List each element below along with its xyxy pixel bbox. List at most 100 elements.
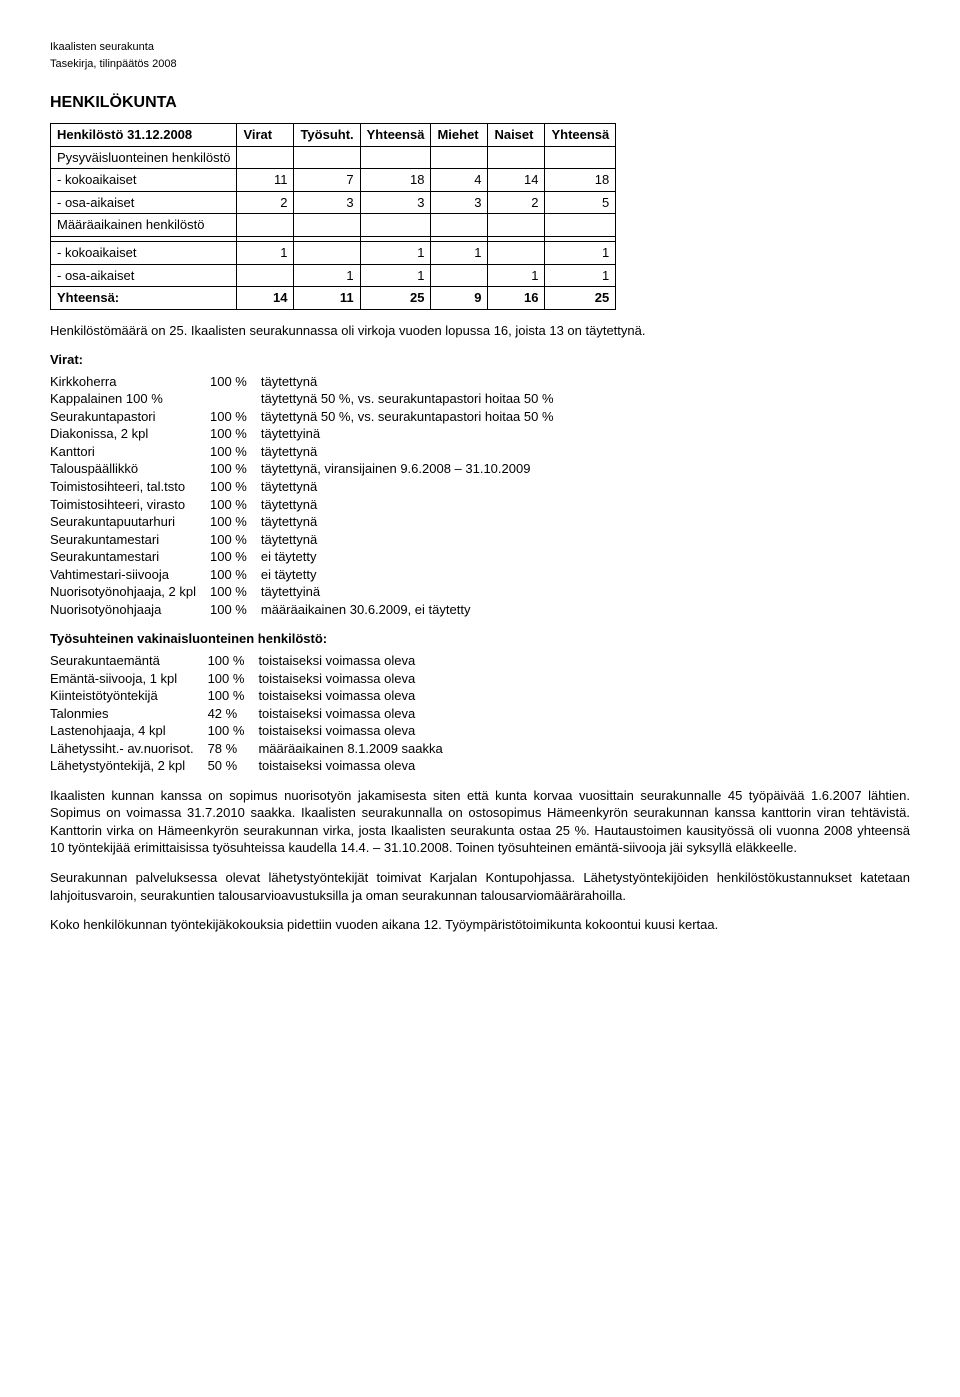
- cell: 18: [360, 169, 431, 192]
- staff-table-header: Naiset: [488, 124, 545, 147]
- percent: 100 %: [210, 478, 261, 496]
- paragraph-1: Ikaalisten kunnan kanssa on sopimus nuor…: [50, 787, 910, 857]
- percent: 100 %: [210, 408, 261, 426]
- cell: 14: [237, 287, 294, 310]
- role-name: Kirkkoherra: [50, 373, 210, 391]
- staff-table-header: Miehet: [431, 124, 488, 147]
- list-row: Toimistosihteeri, virasto100 %täytettynä: [50, 496, 568, 514]
- percent: 100 %: [210, 531, 261, 549]
- role-name: Vahtimestari-siivooja: [50, 566, 210, 584]
- percent: 100 %: [210, 425, 261, 443]
- list-row: Kanttori100 %täytettynä: [50, 443, 568, 461]
- status: täytettynä: [261, 513, 568, 531]
- role-name: Seurakuntaemäntä: [50, 652, 208, 670]
- percent: 100 %: [208, 687, 259, 705]
- table-row: Yhteensä:14112591625: [51, 287, 616, 310]
- list-row: Nuorisotyönohjaaja, 2 kpl100 %täytettyin…: [50, 583, 568, 601]
- row-label: - kokoaikaiset: [51, 242, 237, 265]
- role-name: Toimistosihteeri, virasto: [50, 496, 210, 514]
- cell: 25: [360, 287, 431, 310]
- percent: 78 %: [208, 740, 259, 758]
- cell: [431, 264, 488, 287]
- role-name: Toimistosihteeri, tal.tsto: [50, 478, 210, 496]
- cell: [545, 146, 616, 169]
- cell: 11: [294, 287, 360, 310]
- list-row: Lastenohjaaja, 4 kpl100 %toistaiseksi vo…: [50, 722, 457, 740]
- percent: 100 %: [208, 722, 259, 740]
- role-name: Kappalainen 100 %: [50, 390, 210, 408]
- cell: [488, 242, 545, 265]
- status: täytettynä: [261, 478, 568, 496]
- status: täytettyinä: [261, 583, 568, 601]
- list-row: Talouspäällikkö100 %täytettynä, viransij…: [50, 460, 568, 478]
- percent: 100 %: [210, 373, 261, 391]
- cell: 7: [294, 169, 360, 192]
- cell: [237, 146, 294, 169]
- percent: 100 %: [210, 460, 261, 478]
- percent: [210, 390, 261, 408]
- cell: [360, 214, 431, 237]
- list-row: Seurakuntamestari100 %täytettynä: [50, 531, 568, 549]
- cell: [545, 214, 616, 237]
- list-row: Nuorisotyönohjaaja100 %määräaikainen 30.…: [50, 601, 568, 619]
- role-name: Lähetystyöntekijä, 2 kpl: [50, 757, 208, 775]
- list-row: Toimistosihteeri, tal.tsto100 %täytettyn…: [50, 478, 568, 496]
- role-name: Lähetyssiht.- av.nuorisot.: [50, 740, 208, 758]
- cell: [294, 214, 360, 237]
- staff-table-header: Yhteensä: [360, 124, 431, 147]
- status: toistaiseksi voimassa oleva: [258, 652, 456, 670]
- role-name: Nuorisotyönohjaaja: [50, 601, 210, 619]
- percent: 100 %: [210, 548, 261, 566]
- table-row: Määräaikainen henkilöstö: [51, 214, 616, 237]
- status: ei täytetty: [261, 566, 568, 584]
- list-row: Kirkkoherra100 %täytettynä: [50, 373, 568, 391]
- role-name: Kanttori: [50, 443, 210, 461]
- status: täytettynä: [261, 443, 568, 461]
- paragraph-3: Koko henkilökunnan työntekijäkokouksia p…: [50, 916, 910, 934]
- virat-heading: Virat:: [50, 351, 910, 369]
- paragraph-2: Seurakunnan palveluksessa olevat lähetys…: [50, 869, 910, 904]
- list-row: Seurakuntaemäntä100 %toistaiseksi voimas…: [50, 652, 457, 670]
- cell: 5: [545, 191, 616, 214]
- cell: 1: [545, 242, 616, 265]
- role-name: Talouspäällikkö: [50, 460, 210, 478]
- status: täytettyinä: [261, 425, 568, 443]
- percent: 100 %: [210, 601, 261, 619]
- list-row: Seurakuntamestari100 %ei täytetty: [50, 548, 568, 566]
- row-label: - kokoaikaiset: [51, 169, 237, 192]
- role-name: Emäntä-siivooja, 1 kpl: [50, 670, 208, 688]
- cell: 1: [237, 242, 294, 265]
- doc-header-line2: Tasekirja, tilinpäätös 2008: [50, 57, 910, 72]
- cell: 3: [294, 191, 360, 214]
- status: täytettynä 50 %, vs. seurakuntapastori h…: [261, 408, 568, 426]
- staff-table: Henkilöstö 31.12.2008ViratTyösuht.Yhteen…: [50, 123, 616, 309]
- staff-table-header: Virat: [237, 124, 294, 147]
- status: määräaikainen 8.1.2009 saakka: [258, 740, 456, 758]
- status: määräaikainen 30.6.2009, ei täytetty: [261, 601, 568, 619]
- cell: [294, 146, 360, 169]
- role-name: Talonmies: [50, 705, 208, 723]
- status: toistaiseksi voimassa oleva: [258, 687, 456, 705]
- staff-table-header: Työsuht.: [294, 124, 360, 147]
- row-label: Määräaikainen henkilöstö: [51, 214, 237, 237]
- role-name: Seurakuntamestari: [50, 548, 210, 566]
- status: täytettynä: [261, 531, 568, 549]
- cell: 1: [545, 264, 616, 287]
- doc-header-line1: Ikaalisten seurakunta: [50, 40, 910, 55]
- list-row: Seurakuntapuutarhuri100 %täytettynä: [50, 513, 568, 531]
- list-row: Lähetyssiht.- av.nuorisot.78 %määräaikai…: [50, 740, 457, 758]
- page-title: HENKILÖKUNTA: [50, 92, 910, 114]
- table-row: Pysyväisluonteinen henkilöstö: [51, 146, 616, 169]
- cell: [360, 146, 431, 169]
- row-label: Yhteensä:: [51, 287, 237, 310]
- list-row: Seurakuntapastori100 %täytettynä 50 %, v…: [50, 408, 568, 426]
- table-row: - kokoaikaiset1111: [51, 242, 616, 265]
- cell: 1: [360, 264, 431, 287]
- cell: 2: [237, 191, 294, 214]
- staff-table-header: Henkilöstö 31.12.2008: [51, 124, 237, 147]
- list-row: Vahtimestari-siivooja100 %ei täytetty: [50, 566, 568, 584]
- list-row: Talonmies42 %toistaiseksi voimassa oleva: [50, 705, 457, 723]
- percent: 100 %: [210, 443, 261, 461]
- cell: [431, 146, 488, 169]
- row-label: - osa-aikaiset: [51, 264, 237, 287]
